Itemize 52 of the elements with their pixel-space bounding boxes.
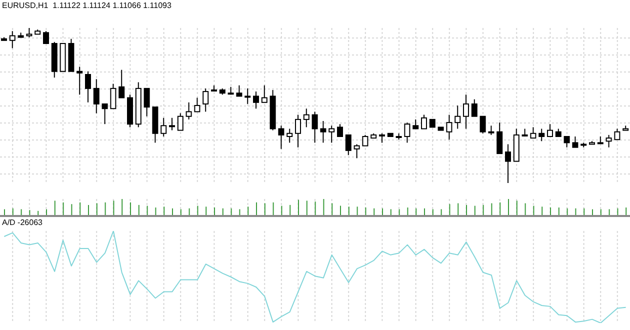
candlestick [118,69,125,98]
candlestick [102,103,108,125]
candlestick [572,136,578,148]
candlestick [488,125,494,136]
candlestick [186,102,192,120]
candlestick [328,125,335,144]
candlestick [530,126,536,139]
candlestick [110,83,116,110]
candlestick [295,114,301,148]
candlestick [43,30,49,44]
candlestick [471,98,478,117]
candlestick [303,108,310,128]
candlestick [614,128,620,140]
candlestick [564,136,570,148]
candlestick [454,105,461,130]
candlestick [286,128,293,144]
candlestick [85,70,91,103]
candlestick [463,94,469,130]
candlestick [26,28,32,38]
candlestick [404,122,410,144]
candlestick [505,144,511,183]
candlestick [76,66,83,96]
candlestick [421,114,427,130]
candlestick [547,124,553,137]
candlestick [253,91,259,110]
candlestick [412,118,419,130]
candlestick [538,128,545,142]
candlestick [345,134,352,156]
candlestick [244,88,251,104]
candlestick [261,84,268,103]
candlestick [93,78,100,114]
candlestick [379,132,385,144]
candlestick [337,124,343,137]
candlestick [236,84,242,97]
chart-title: A/D -26063 [2,218,42,227]
candlestick [9,30,16,49]
candlestick [202,88,209,112]
candlestick [362,134,368,146]
chart-title: EURUSD,H1 1.11122 1.11124 1.11066 1.11093 [2,1,172,10]
candlestick [496,122,503,154]
candlestick [320,120,326,144]
candlestick [312,111,318,144]
candlestick [177,112,184,131]
candlestick [278,125,284,150]
candlestick [160,117,167,137]
candlestick [354,144,360,159]
candlestick [480,116,486,134]
candlestick [446,114,452,140]
candlestick [144,88,150,117]
candlestick [169,117,175,131]
candlestick [606,134,612,148]
candlestick [194,97,200,112]
